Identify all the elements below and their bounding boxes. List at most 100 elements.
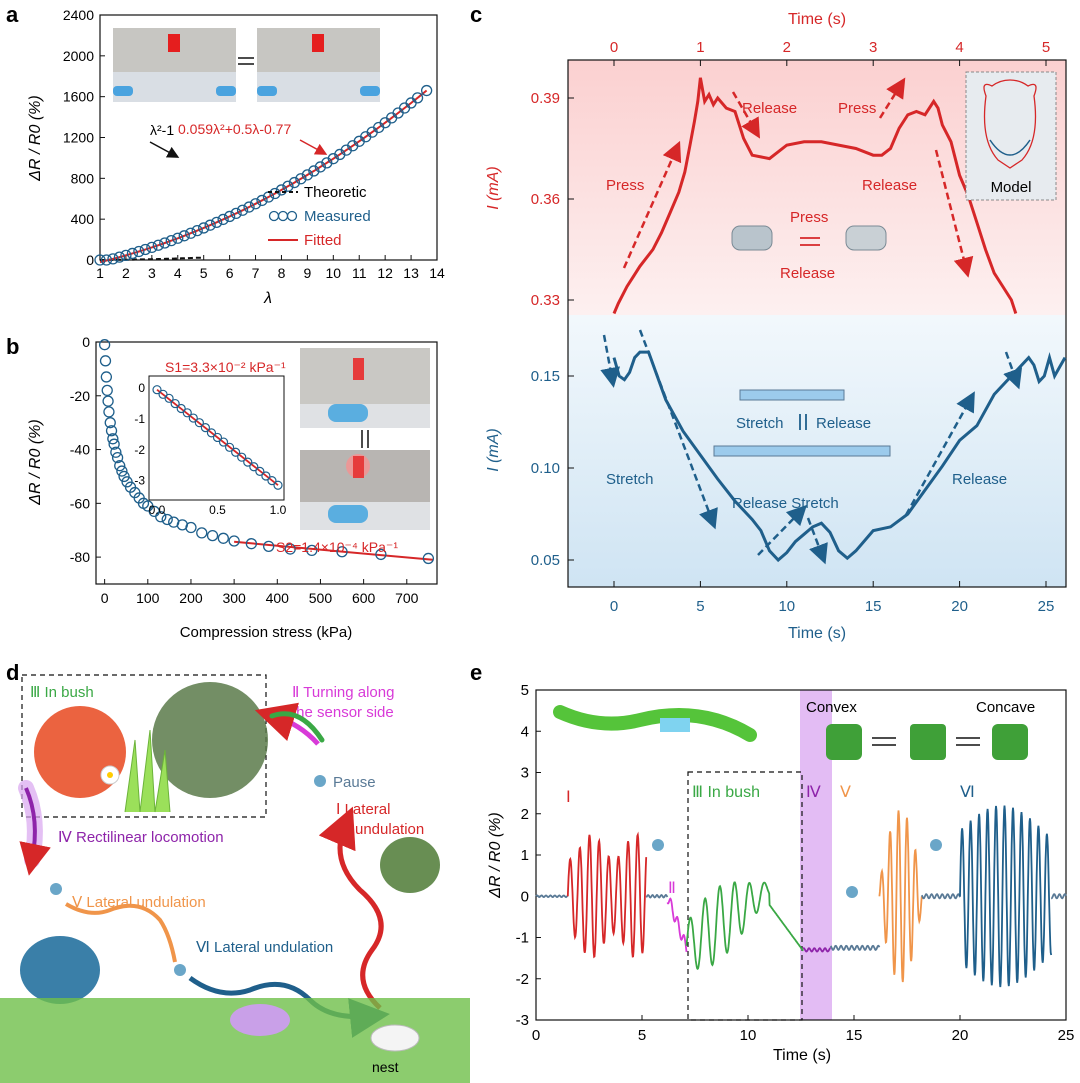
bottom-y-tick-label: 0.15 xyxy=(531,368,560,385)
data-point xyxy=(111,451,124,464)
pause-dot-icon xyxy=(314,775,326,787)
x-tick-label: 25 xyxy=(1058,1027,1075,1044)
inset-point xyxy=(249,462,259,472)
data-point xyxy=(206,529,219,542)
measured-point xyxy=(249,198,262,210)
glove-icon xyxy=(328,404,368,422)
current-red-line xyxy=(612,77,1018,315)
y-tick-label: 0 xyxy=(82,334,90,350)
x-tick-label: 15 xyxy=(846,1027,863,1044)
fit-arrow xyxy=(299,139,328,155)
measured-point xyxy=(172,232,184,244)
data-point xyxy=(196,527,208,539)
x-tick-label: 0 xyxy=(101,590,109,606)
measured-point xyxy=(133,245,145,258)
label-release-1: Release xyxy=(742,100,797,117)
press-release-arrow-icon xyxy=(800,237,820,246)
data-point xyxy=(99,355,112,367)
guide-arrow xyxy=(1003,351,1023,390)
data-point xyxy=(103,406,115,418)
trace-VI xyxy=(959,805,1053,988)
measured-point xyxy=(236,204,249,216)
d-lateral-b: undulation xyxy=(355,821,424,838)
green-bush-icon xyxy=(152,682,268,798)
e-label-VI: Ⅵ xyxy=(960,784,975,801)
inset-point xyxy=(267,475,277,486)
x-tick-label: 6 xyxy=(226,265,234,281)
fitted-line xyxy=(99,89,428,264)
measured-point xyxy=(256,194,268,207)
data-point xyxy=(108,438,120,450)
y-tick-label: -80 xyxy=(70,549,90,565)
top-y-tick-label: 0.36 xyxy=(531,191,560,208)
inset-x-tick-label: 0.0 xyxy=(149,503,166,517)
measured-point xyxy=(314,161,326,173)
data-point xyxy=(185,521,197,534)
panel-a-legend: Theoretic Measured Fitted xyxy=(268,184,371,249)
model-head-icon xyxy=(983,79,1037,169)
inset-point xyxy=(212,432,223,443)
panel-a-marks xyxy=(94,84,433,266)
panel-a-ylabel: ΔR / R0 (%) xyxy=(27,95,44,181)
measured-point xyxy=(159,237,171,249)
label-stretch: Stretch xyxy=(606,471,654,488)
s1-annotation: S1=3.3×10⁻² kPa⁻¹ xyxy=(165,359,286,375)
top-x-tick-label: 3 xyxy=(869,39,877,56)
y-tick-label: -20 xyxy=(70,388,90,404)
y-tick-label: 1 xyxy=(521,847,529,864)
panel-a-axes: 1 2 3 4 5 6 7 8 9 10 11 12 13 14040080012001600200024… xyxy=(63,7,445,281)
label-release-stretch: Release Stretch xyxy=(732,495,839,512)
x-tick-label: 700 xyxy=(395,590,419,606)
d-lateral-vi: Ⅵ Lateral undulation xyxy=(196,939,333,956)
glove-icon xyxy=(216,86,236,96)
measured-point xyxy=(420,84,433,97)
d-turning-1: Ⅱ Turning along xyxy=(292,684,394,701)
panel-c-top-ylabel: I (mA) xyxy=(485,166,502,210)
panel-label-e: e xyxy=(470,660,482,685)
guide-arrow xyxy=(638,329,718,530)
inset-point xyxy=(231,447,241,457)
label-release-3: Release xyxy=(952,471,1007,488)
panel-label-a: a xyxy=(6,2,19,27)
panel-a-photo-bottom-right xyxy=(257,72,380,102)
guide-arrow xyxy=(600,334,621,388)
measured-point xyxy=(165,234,177,247)
device-release-label-2: Release xyxy=(816,415,871,432)
top-y-tick-label: 0.33 xyxy=(531,292,560,309)
measured-point xyxy=(269,187,281,200)
panel-b-inset-frame xyxy=(148,375,285,501)
inset-y-tick-label: -3 xyxy=(134,474,145,488)
panel-c-frame xyxy=(567,59,1067,588)
x-tick-label: 11 xyxy=(352,265,367,281)
measured-point xyxy=(152,239,164,251)
pressure-sensor-icon xyxy=(845,225,887,251)
x-tick-label: 400 xyxy=(266,590,290,606)
panel-e-marks xyxy=(535,805,1067,988)
inset-fit-line xyxy=(156,388,279,486)
trace-V xyxy=(878,810,923,983)
device-release-label: Release xyxy=(780,265,835,282)
trace-pause-3 xyxy=(920,893,961,900)
inset-point xyxy=(255,466,265,476)
legend-fitted: Fitted xyxy=(304,232,342,249)
top-x-tick-label: 2 xyxy=(783,39,791,56)
d-bush-label: Ⅲ In bush xyxy=(30,684,94,701)
guide-arrow xyxy=(806,517,828,565)
top-y-tick-label: 0.39 xyxy=(531,90,560,107)
data-point xyxy=(422,552,435,565)
sensor-on-snake xyxy=(660,718,690,732)
stretch-release-arrow-icon xyxy=(799,414,807,430)
led-icon xyxy=(312,34,324,52)
trace-pause-2 xyxy=(829,944,881,952)
x-tick-label: 4 xyxy=(174,265,182,281)
panel-label-d: d xyxy=(6,660,19,685)
label-release-2: Release xyxy=(862,177,917,194)
panel-e-bush-box xyxy=(687,771,803,1021)
measured-point xyxy=(275,184,288,196)
device-stretch-label: Stretch xyxy=(736,415,784,432)
x-tick-label: 3 xyxy=(148,265,156,281)
inset-x-tick-label: 0.5 xyxy=(209,503,226,517)
